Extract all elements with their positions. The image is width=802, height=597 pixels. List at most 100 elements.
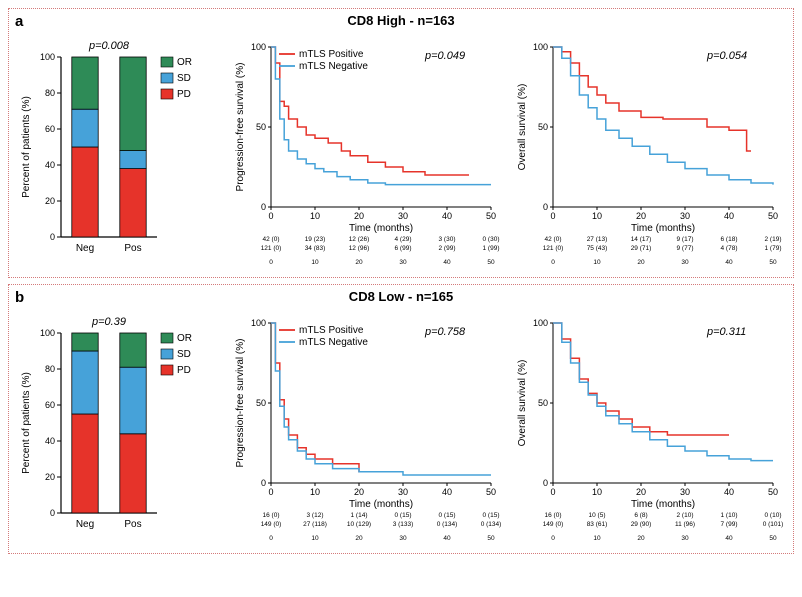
svg-text:30: 30 (680, 211, 690, 221)
svg-text:40: 40 (442, 211, 452, 221)
bar-chart: p=0.008020406080100Percent of patients (… (17, 37, 217, 267)
panel-label: a (15, 13, 23, 30)
svg-text:50: 50 (256, 398, 266, 408)
svg-text:40: 40 (442, 487, 452, 497)
svg-text:0: 0 (50, 232, 55, 242)
panel-label: b (15, 289, 24, 306)
svg-text:30: 30 (681, 259, 689, 266)
svg-text:p=0.311: p=0.311 (706, 326, 746, 338)
svg-text:SD: SD (177, 349, 191, 360)
svg-text:0 (134): 0 (134) (481, 521, 501, 528)
survival-chart: 05010001020304050Time (months)Progressio… (231, 313, 501, 543)
svg-text:0: 0 (268, 211, 273, 221)
svg-text:10: 10 (310, 487, 320, 497)
svg-text:Pos: Pos (124, 243, 141, 254)
svg-text:10: 10 (311, 259, 319, 266)
svg-text:27 (13): 27 (13) (587, 236, 608, 243)
svg-text:50: 50 (256, 122, 266, 132)
svg-text:50: 50 (769, 535, 777, 542)
svg-text:p=0.008: p=0.008 (88, 40, 130, 52)
svg-text:20: 20 (636, 211, 646, 221)
svg-text:9 (77): 9 (77) (677, 245, 694, 252)
svg-text:30: 30 (399, 535, 407, 542)
svg-text:10: 10 (310, 211, 320, 221)
svg-text:6 (99): 6 (99) (395, 245, 412, 252)
bar-chart: p=0.39020406080100Percent of patients (%… (17, 313, 217, 543)
svg-text:0 (15): 0 (15) (439, 512, 456, 519)
svg-text:0: 0 (261, 202, 266, 212)
svg-text:40: 40 (725, 535, 733, 542)
svg-text:30: 30 (398, 487, 408, 497)
survival-chart-wrap: 05010001020304050Time (months)Progressio… (231, 313, 503, 543)
survival-chart: 05010001020304050Time (months)Progressio… (231, 37, 501, 267)
svg-text:p=0.758: p=0.758 (424, 326, 466, 338)
svg-text:30: 30 (681, 535, 689, 542)
svg-text:0: 0 (543, 202, 548, 212)
svg-text:Percent of patients (%): Percent of patients (%) (21, 372, 32, 474)
svg-text:42 (0): 42 (0) (263, 236, 280, 243)
svg-text:Time (months): Time (months) (349, 223, 413, 234)
svg-text:10 (129): 10 (129) (347, 521, 371, 528)
survival-chart-wrap: 05010001020304050Time (months)Overall su… (513, 37, 785, 267)
svg-text:80: 80 (45, 88, 55, 98)
svg-text:0 (15): 0 (15) (395, 512, 412, 519)
svg-text:0: 0 (550, 211, 555, 221)
svg-text:3 (133): 3 (133) (393, 521, 414, 528)
svg-text:10: 10 (311, 535, 319, 542)
svg-text:Time (months): Time (months) (349, 499, 413, 510)
svg-text:0: 0 (269, 259, 273, 266)
bar-chart-wrap: p=0.39020406080100Percent of patients (%… (17, 313, 217, 543)
svg-text:mTLS Positive: mTLS Positive (299, 49, 364, 60)
svg-text:0: 0 (261, 478, 266, 488)
svg-text:PD: PD (177, 89, 191, 100)
svg-text:10: 10 (593, 535, 601, 542)
svg-text:75 (43): 75 (43) (587, 245, 608, 252)
svg-text:40: 40 (443, 259, 451, 266)
svg-text:16 (0): 16 (0) (545, 512, 562, 519)
svg-text:SD: SD (177, 73, 191, 84)
svg-text:30: 30 (680, 487, 690, 497)
svg-text:29 (71): 29 (71) (631, 245, 652, 252)
survival-chart-wrap: 05010001020304050Time (months)Overall su… (513, 313, 785, 543)
svg-text:6 (8): 6 (8) (634, 512, 647, 519)
svg-text:40: 40 (724, 211, 734, 221)
svg-text:121 (0): 121 (0) (261, 245, 282, 252)
survival-chart-wrap: 05010001020304050Time (months)Progressio… (231, 37, 503, 267)
svg-text:29 (90): 29 (90) (631, 521, 652, 528)
svg-text:20: 20 (355, 259, 363, 266)
survival-charts-wrap: 05010001020304050Time (months)Progressio… (231, 313, 785, 543)
svg-text:20: 20 (45, 196, 55, 206)
svg-text:40: 40 (45, 160, 55, 170)
svg-text:100: 100 (533, 318, 548, 328)
svg-text:0: 0 (551, 259, 555, 266)
svg-text:30: 30 (399, 259, 407, 266)
svg-text:Time (months): Time (months) (631, 499, 695, 510)
svg-text:0 (30): 0 (30) (483, 236, 500, 243)
svg-text:20: 20 (637, 535, 645, 542)
svg-text:0: 0 (543, 478, 548, 488)
svg-text:0: 0 (50, 508, 55, 518)
svg-text:27 (118): 27 (118) (303, 521, 327, 528)
svg-text:50: 50 (487, 535, 495, 542)
svg-text:14 (17): 14 (17) (631, 236, 652, 243)
svg-text:50: 50 (768, 487, 778, 497)
svg-text:2 (99): 2 (99) (439, 245, 456, 252)
survival-chart: 05010001020304050Time (months)Overall su… (513, 37, 783, 267)
svg-text:80: 80 (45, 364, 55, 374)
svg-text:19 (23): 19 (23) (305, 236, 326, 243)
svg-text:20: 20 (355, 535, 363, 542)
svg-text:10: 10 (593, 259, 601, 266)
svg-text:OR: OR (177, 57, 192, 68)
svg-text:p=0.054: p=0.054 (706, 50, 747, 62)
svg-text:3 (12): 3 (12) (307, 512, 324, 519)
svg-text:2 (10): 2 (10) (677, 512, 694, 519)
svg-text:Progression-free survival (%): Progression-free survival (%) (235, 63, 246, 192)
svg-text:149 (0): 149 (0) (543, 521, 564, 528)
svg-text:9 (17): 9 (17) (677, 236, 694, 243)
svg-text:Overall survival (%): Overall survival (%) (517, 84, 528, 171)
svg-text:1 (79): 1 (79) (765, 245, 782, 252)
svg-text:50: 50 (486, 487, 496, 497)
svg-text:0 (10): 0 (10) (765, 512, 782, 519)
svg-text:50: 50 (487, 259, 495, 266)
svg-text:20: 20 (45, 472, 55, 482)
